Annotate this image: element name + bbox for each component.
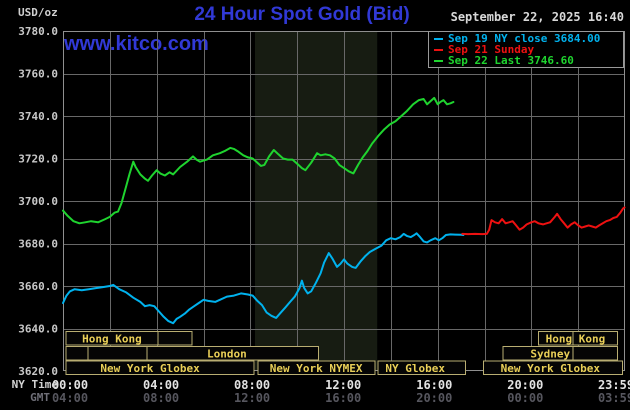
- gmt-tick-label: 16:00: [325, 391, 361, 405]
- kitco-watermark-link[interactable]: www.kitco.com: [64, 33, 209, 55]
- session-label: New York Globex: [100, 362, 200, 375]
- session-label: London: [207, 348, 247, 361]
- gmt-tick-label: 08:00: [143, 391, 179, 405]
- ny-time-tick-label: 12:00: [325, 378, 361, 392]
- session-label: New York Globex: [501, 362, 601, 375]
- page-title: 24 Hour Spot Gold (Bid): [194, 4, 410, 25]
- legend-dash-icon: [434, 59, 443, 62]
- session-label: Sydney: [530, 348, 570, 361]
- x-axis-row-label-gmt: GMT: [30, 391, 50, 404]
- session-label: New York NYMEX: [270, 362, 363, 375]
- ny-time-tick-label: 16:00: [416, 378, 452, 392]
- session-box: [502, 346, 619, 361]
- ny-time-tick-label: 20:00: [507, 378, 543, 392]
- gmt-tick-label: 04:00: [52, 391, 88, 405]
- gmt-tick-label: 20:00: [416, 391, 452, 405]
- ny-time-tick-label: 23:59: [598, 378, 630, 392]
- y-axis-unit-label: USD/oz: [18, 6, 58, 19]
- session-box: [65, 331, 193, 346]
- session-box: [65, 346, 89, 361]
- ny-time-tick-label: 04:00: [143, 378, 179, 392]
- chart-datetime: September 22, 2025 16:40: [450, 10, 624, 24]
- legend-item-sep21: Sep 21 Sunday: [434, 44, 623, 55]
- session-box: [87, 346, 148, 361]
- y-tick-label: 3740.0: [18, 110, 58, 123]
- y-tick-label: 3720.0: [18, 153, 58, 166]
- y-tick-label: 3660.0: [18, 280, 58, 293]
- session-label: Hong Kong: [82, 333, 142, 346]
- session-box: [537, 331, 619, 346]
- legend-item-sep19: Sep 19 NY close 3684.00: [434, 33, 623, 44]
- session-box: [146, 346, 319, 361]
- series-line-sep-22: [62, 96, 455, 225]
- y-axis-tick-labels: 3780.0 3760.0 3740.0 3720.0 3700.0 3680.0 3660…: [18, 25, 58, 378]
- gmt-tick-label: 03:59: [598, 391, 630, 405]
- legend-label: Sep 22 Last 3746.60: [448, 54, 574, 67]
- y-tick-label: 3640.0: [18, 323, 58, 336]
- y-tick-label: 3760.0: [18, 68, 58, 81]
- y-tick-label: 3780.0: [18, 25, 58, 38]
- series-line-sep-19-ny-close: [62, 232, 465, 325]
- gmt-tick-label: 12:00: [234, 391, 270, 405]
- session-label: NY Globex: [385, 362, 445, 375]
- series-line-sep-21-sunday: [461, 206, 626, 236]
- x-axis-tick-labels: 00:0004:0004:0008:0008:0012:0012:0016:00…: [52, 378, 630, 405]
- y-tick-label: 3620.0: [18, 365, 58, 378]
- session-box: [377, 360, 466, 375]
- legend-label: Sep 19 NY close 3684.00: [448, 32, 601, 45]
- legend-box: Sep 19 NY close 3684.00 Sep 21 Sunday Se…: [428, 31, 624, 68]
- session-label: Hong Kong: [546, 333, 606, 346]
- gmt-tick-label: 00:00: [507, 391, 543, 405]
- legend-dash-icon: [434, 37, 443, 40]
- ny-time-tick-label: 00:00: [52, 378, 88, 392]
- legend-item-sep22: Sep 22 Last 3746.60: [434, 55, 623, 66]
- session-box: [65, 360, 255, 375]
- gridlines: [63, 31, 625, 371]
- ny-time-tick-label: 08:00: [234, 378, 270, 392]
- x-axis-row-label-ny-time: NY Time: [11, 378, 58, 391]
- y-tick-label: 3700.0: [18, 195, 58, 208]
- legend-dash-icon: [434, 48, 443, 51]
- session-box: [257, 360, 376, 375]
- y-tick-label: 3680.0: [18, 238, 58, 251]
- session-box: [482, 360, 623, 375]
- legend-label: Sep 21 Sunday: [448, 43, 535, 56]
